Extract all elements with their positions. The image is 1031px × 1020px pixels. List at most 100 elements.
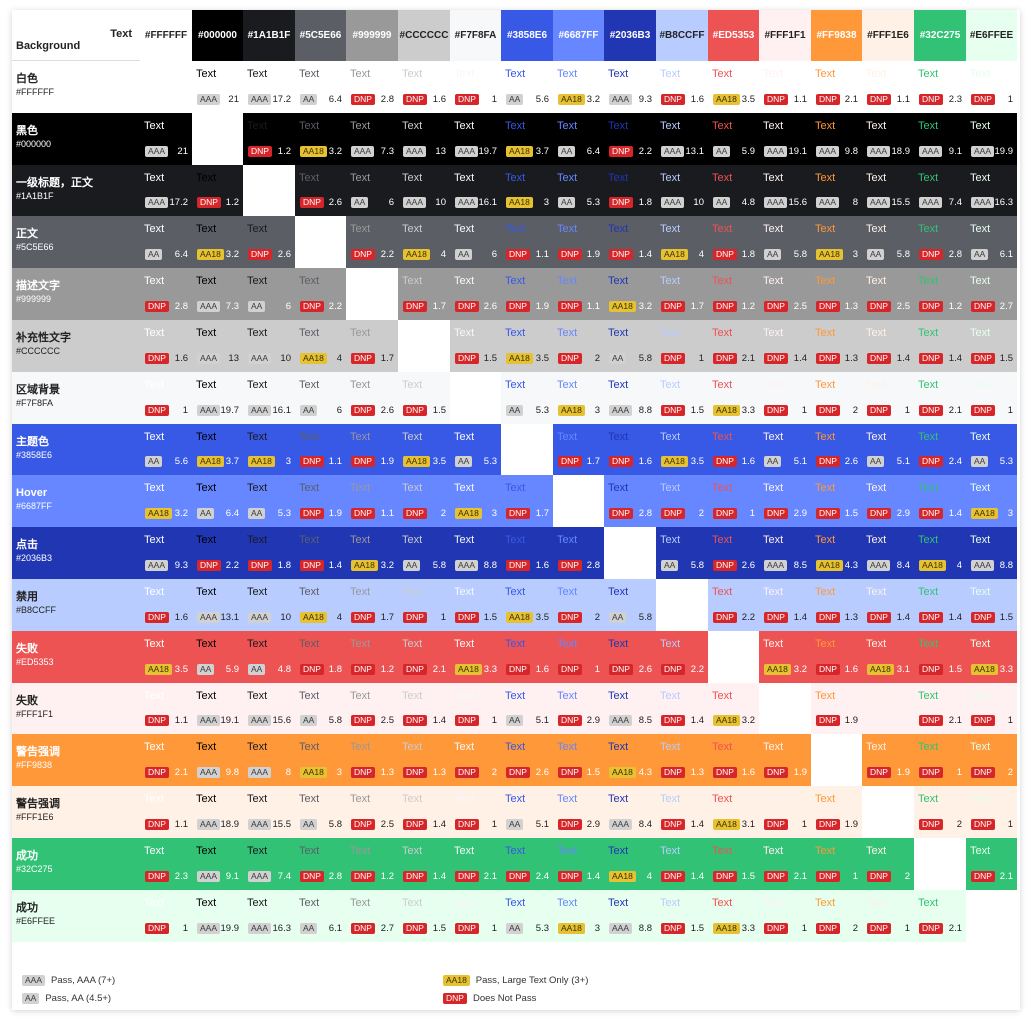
row-header-name: 白色 [16, 73, 38, 85]
row-header-code: #1A1B1F [16, 191, 54, 201]
rating-badge: DNP [455, 767, 479, 778]
contrast-ratio: 1 [698, 353, 704, 364]
column-header-label: #FFF1F1 [764, 30, 806, 41]
contrast-ratio: 2.8 [328, 871, 342, 882]
sample-text: Text [815, 638, 836, 650]
sample-text: Text [918, 223, 939, 235]
contrast-ratio: 1.4 [793, 612, 807, 623]
contrast-ratio: 1 [1007, 94, 1013, 105]
rating-badge: DNP [713, 871, 737, 882]
contrast-ratio: 1.5 [690, 405, 704, 416]
rating-badge: DNP [558, 249, 582, 260]
sample-text: Text [454, 172, 475, 184]
contrast-cell: Text AA 5.8 [295, 786, 346, 838]
contrast-cell: Text DNP 1.9 [759, 734, 811, 786]
rating-badge: DNP [816, 508, 840, 519]
contrast-ratio: 19.9 [994, 146, 1014, 157]
contrast-ratio: 1.8 [638, 197, 652, 208]
rating-badge: AA18 [351, 560, 378, 571]
rating-badge: AAA [248, 871, 272, 882]
contrast-cell: Text DNP 1 [811, 838, 862, 890]
sample-text: Text [557, 379, 578, 391]
contrast-ratio: 5.8 [432, 560, 446, 571]
rating-badge: DNP [300, 560, 324, 571]
contrast-ratio: 5.6 [535, 94, 549, 105]
sample-text: Text [866, 586, 887, 598]
contrast-cell: Text AA18 4 [295, 579, 346, 631]
contrast-cell: Text DNP 1.9 [811, 683, 862, 734]
rating-badge: DNP [764, 94, 788, 105]
contrast-ratio: 3.2 [793, 664, 807, 675]
rating-badge: AAA [867, 560, 891, 571]
contrast-cell: Text AAA 17.2 [140, 165, 192, 216]
sample-text: Text [866, 120, 887, 132]
row-header-code: #3858E6 [16, 450, 53, 460]
row-header-name: 一级标题，正文 [16, 177, 93, 189]
sample-text: Text [815, 275, 836, 287]
row-header-name: 补充性文字 [16, 332, 71, 344]
rating-badge: DNP [558, 767, 582, 778]
rating-badge: DNP [455, 923, 479, 934]
legend-badge-aa: AA [22, 993, 40, 1004]
contrast-cell: Text DNP 1.5 [914, 631, 966, 683]
contrast-ratio: 1.2 [380, 664, 394, 675]
rating-badge: DNP [971, 819, 995, 830]
sample-text: Text [970, 690, 991, 702]
contrast-ratio: 1.7 [432, 301, 446, 312]
sample-text: Text [557, 534, 578, 546]
sample-text: Text [454, 120, 475, 132]
contrast-ratio: 1.4 [638, 249, 652, 260]
contrast-cell: Text DNP 2.6 [450, 268, 501, 320]
rating-badge: AA [558, 146, 576, 157]
rating-badge: AA [971, 456, 989, 467]
contrast-cell: Text AAA 10 [243, 579, 295, 631]
contrast-cell: Text AAA 10 [398, 165, 450, 216]
contrast-cell: Text DNP 1.5 [656, 372, 708, 424]
rating-badge: AAA [455, 146, 479, 157]
sample-text: Text [350, 638, 371, 650]
sample-text: Text [402, 120, 423, 132]
contrast-cell: Text AAA 9.8 [192, 734, 243, 786]
contrast-cell: Text AAA 8.8 [604, 372, 656, 424]
rating-badge: DNP [403, 301, 427, 312]
sample-text: Text [970, 275, 991, 287]
rating-badge: AAA [971, 197, 995, 208]
sample-text: Text [299, 586, 320, 598]
sample-text: Text [454, 431, 475, 443]
contrast-cell: Text AA 6.4 [295, 61, 346, 113]
contrast-cell: Text DNP 1.7 [656, 268, 708, 320]
contrast-ratio: 1.2 [277, 146, 291, 157]
contrast-ratio: 1.6 [174, 612, 188, 623]
contrast-cell: Text AAA 8.8 [604, 890, 656, 942]
legend-text-aa18: Pass, Large Text Only (3+) [475, 975, 589, 986]
row-header-name: 区域背景 [16, 384, 60, 396]
contrast-ratio: 1.5 [844, 508, 858, 519]
contrast-cell: Text AA 5.8 [604, 579, 656, 631]
column-header: #2036B3 [604, 10, 656, 61]
sample-text: Text [712, 482, 733, 494]
contrast-cell: Text AAA 15.5 [862, 165, 914, 216]
sample-text: Text [350, 741, 371, 753]
rating-badge: DNP [764, 767, 788, 778]
contrast-ratio: 1.8 [277, 560, 291, 571]
contrast-cell: Text DNP 2.8 [140, 268, 192, 320]
contrast-ratio: 3.2 [225, 249, 239, 260]
contrast-ratio: 3.5 [432, 456, 446, 467]
contrast-cell: Text DNP 2 [450, 734, 501, 786]
contrast-cell: Text AA18 3.1 [708, 786, 759, 838]
column-header: #1A1B1F [243, 10, 295, 61]
contrast-ratio: 2.6 [741, 560, 755, 571]
contrast-cell: Text DNP 1.4 [553, 838, 604, 890]
sample-text: Text [144, 586, 165, 598]
rating-badge: AAA [248, 94, 272, 105]
rating-badge: AA [506, 715, 524, 726]
contrast-cell: Text DNP 1.4 [656, 786, 708, 838]
contrast-ratio: 5.3 [999, 456, 1013, 467]
row-header-code: #E6FFEE [16, 916, 56, 926]
rating-badge: DNP [867, 508, 891, 519]
contrast-cell [501, 424, 553, 475]
rating-badge: AA [867, 249, 885, 260]
sample-text: Text [454, 897, 475, 909]
contrast-cell: Text DNP 2.6 [243, 216, 295, 268]
contrast-cell: Text AAA 8.4 [862, 527, 914, 579]
